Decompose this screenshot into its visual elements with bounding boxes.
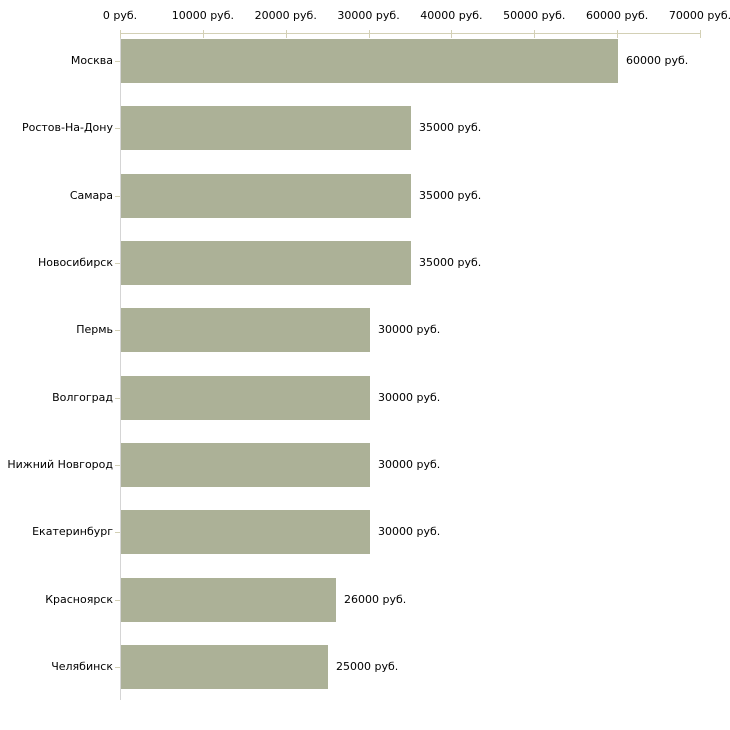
category-tick-mark — [115, 195, 120, 197]
x-tick-mark — [699, 30, 701, 38]
category-tick-mark — [115, 397, 120, 399]
category-label: Челябинск — [51, 659, 113, 673]
category-tick-mark — [115, 464, 120, 466]
value-label: 25000 руб. — [336, 659, 399, 673]
category-tick-mark — [115, 128, 120, 130]
category-label: Ростов-На-Дону — [21, 121, 113, 135]
value-label: 30000 руб. — [378, 390, 441, 404]
bar — [121, 442, 370, 487]
value-label: 35000 руб. — [419, 121, 482, 135]
x-tick-mark — [368, 30, 370, 38]
value-label: 26000 руб. — [344, 592, 407, 606]
x-tick-mark — [451, 30, 453, 38]
category-tick-mark — [115, 262, 120, 264]
value-label: 35000 руб. — [419, 188, 482, 202]
x-tick-mark — [120, 30, 121, 38]
value-label: 30000 руб. — [378, 457, 441, 471]
category-label: Самара — [69, 188, 113, 202]
value-label: 35000 руб. — [419, 255, 482, 269]
x-tick-label: 40000 руб. — [420, 9, 483, 22]
x-tick-mark — [534, 30, 536, 38]
x-tick-mark — [617, 30, 619, 38]
category-label: Екатеринбург — [32, 525, 113, 539]
x-tick-label: 60000 руб. — [586, 9, 649, 22]
category-label: Пермь — [76, 323, 113, 337]
bar — [121, 308, 370, 353]
x-tick-mark — [202, 30, 204, 38]
category-label: Нижний Новгород — [7, 457, 113, 471]
bar — [121, 106, 411, 151]
category-tick-mark — [115, 330, 120, 332]
category-tick-mark — [115, 666, 120, 668]
x-tick-label: 50000 руб. — [503, 9, 566, 22]
bar — [121, 510, 370, 555]
category-label: Волгоград — [52, 390, 113, 404]
category-label: Красноярск — [45, 592, 113, 606]
x-tick-label: 70000 руб. — [668, 9, 730, 22]
x-tick-label: 0 руб. — [102, 9, 138, 22]
bar — [121, 577, 336, 622]
value-label: 30000 руб. — [378, 525, 441, 539]
bar — [121, 39, 618, 83]
bar — [121, 173, 411, 218]
bar — [121, 240, 411, 285]
value-label: 60000 руб. — [626, 54, 689, 67]
category-tick-mark — [115, 61, 120, 62]
bar — [121, 644, 328, 689]
bar — [121, 375, 370, 420]
category-tick-mark — [115, 599, 120, 601]
x-tick-label: 30000 руб. — [337, 9, 400, 22]
category-label: Москва — [70, 54, 113, 67]
category-label: Новосибирск — [37, 255, 113, 269]
category-tick-mark — [115, 532, 120, 534]
plot-area — [120, 33, 701, 700]
x-tick-label: 10000 руб. — [171, 9, 234, 22]
x-tick-label: 20000 руб. — [254, 9, 317, 22]
x-tick-mark — [285, 30, 287, 38]
value-label: 30000 руб. — [378, 323, 441, 337]
